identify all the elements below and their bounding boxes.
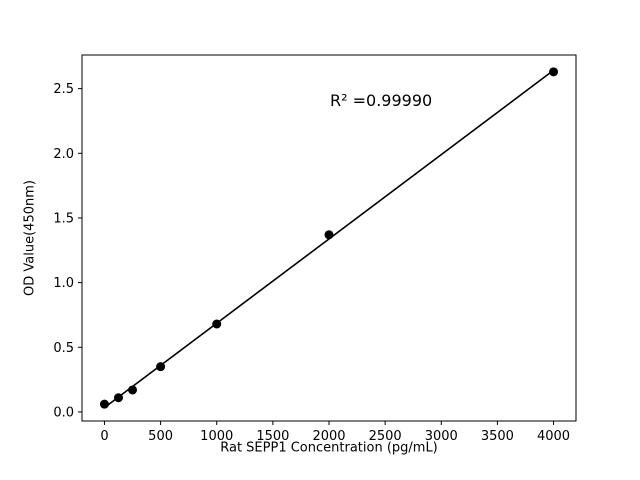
x-tick-label: 3000 — [425, 429, 458, 444]
x-tick-label: 500 — [148, 429, 173, 444]
x-tick-label: 0 — [100, 429, 108, 444]
y-tick-label: 1.0 — [53, 276, 74, 291]
x-tick-label: 2500 — [369, 429, 402, 444]
y-tick-label: 0.5 — [53, 341, 74, 356]
x-tick-label: 2000 — [312, 429, 345, 444]
data-point — [156, 362, 166, 372]
data-point — [99, 399, 109, 409]
y-tick-label: 2.5 — [53, 82, 74, 97]
y-tick-label: 2.0 — [53, 147, 74, 162]
data-point — [113, 393, 123, 403]
r-squared-annotation: R² =0.99990 — [330, 91, 433, 110]
data-point — [549, 67, 559, 77]
y-axis-label: OD Value(450nm) — [22, 180, 38, 296]
x-tick-label: 1000 — [200, 429, 233, 444]
y-tick-label: 0.0 — [53, 405, 74, 420]
x-tick-label: 1500 — [256, 429, 289, 444]
data-point — [128, 385, 138, 395]
data-point — [324, 230, 334, 240]
y-tick-label: 1.5 — [53, 211, 74, 226]
x-axis-label: Rat SEPP1 Concentration (pg/mL) — [220, 440, 438, 456]
data-point — [212, 319, 222, 329]
x-tick-label: 3500 — [481, 429, 514, 444]
x-tick-label: 4000 — [537, 429, 570, 444]
